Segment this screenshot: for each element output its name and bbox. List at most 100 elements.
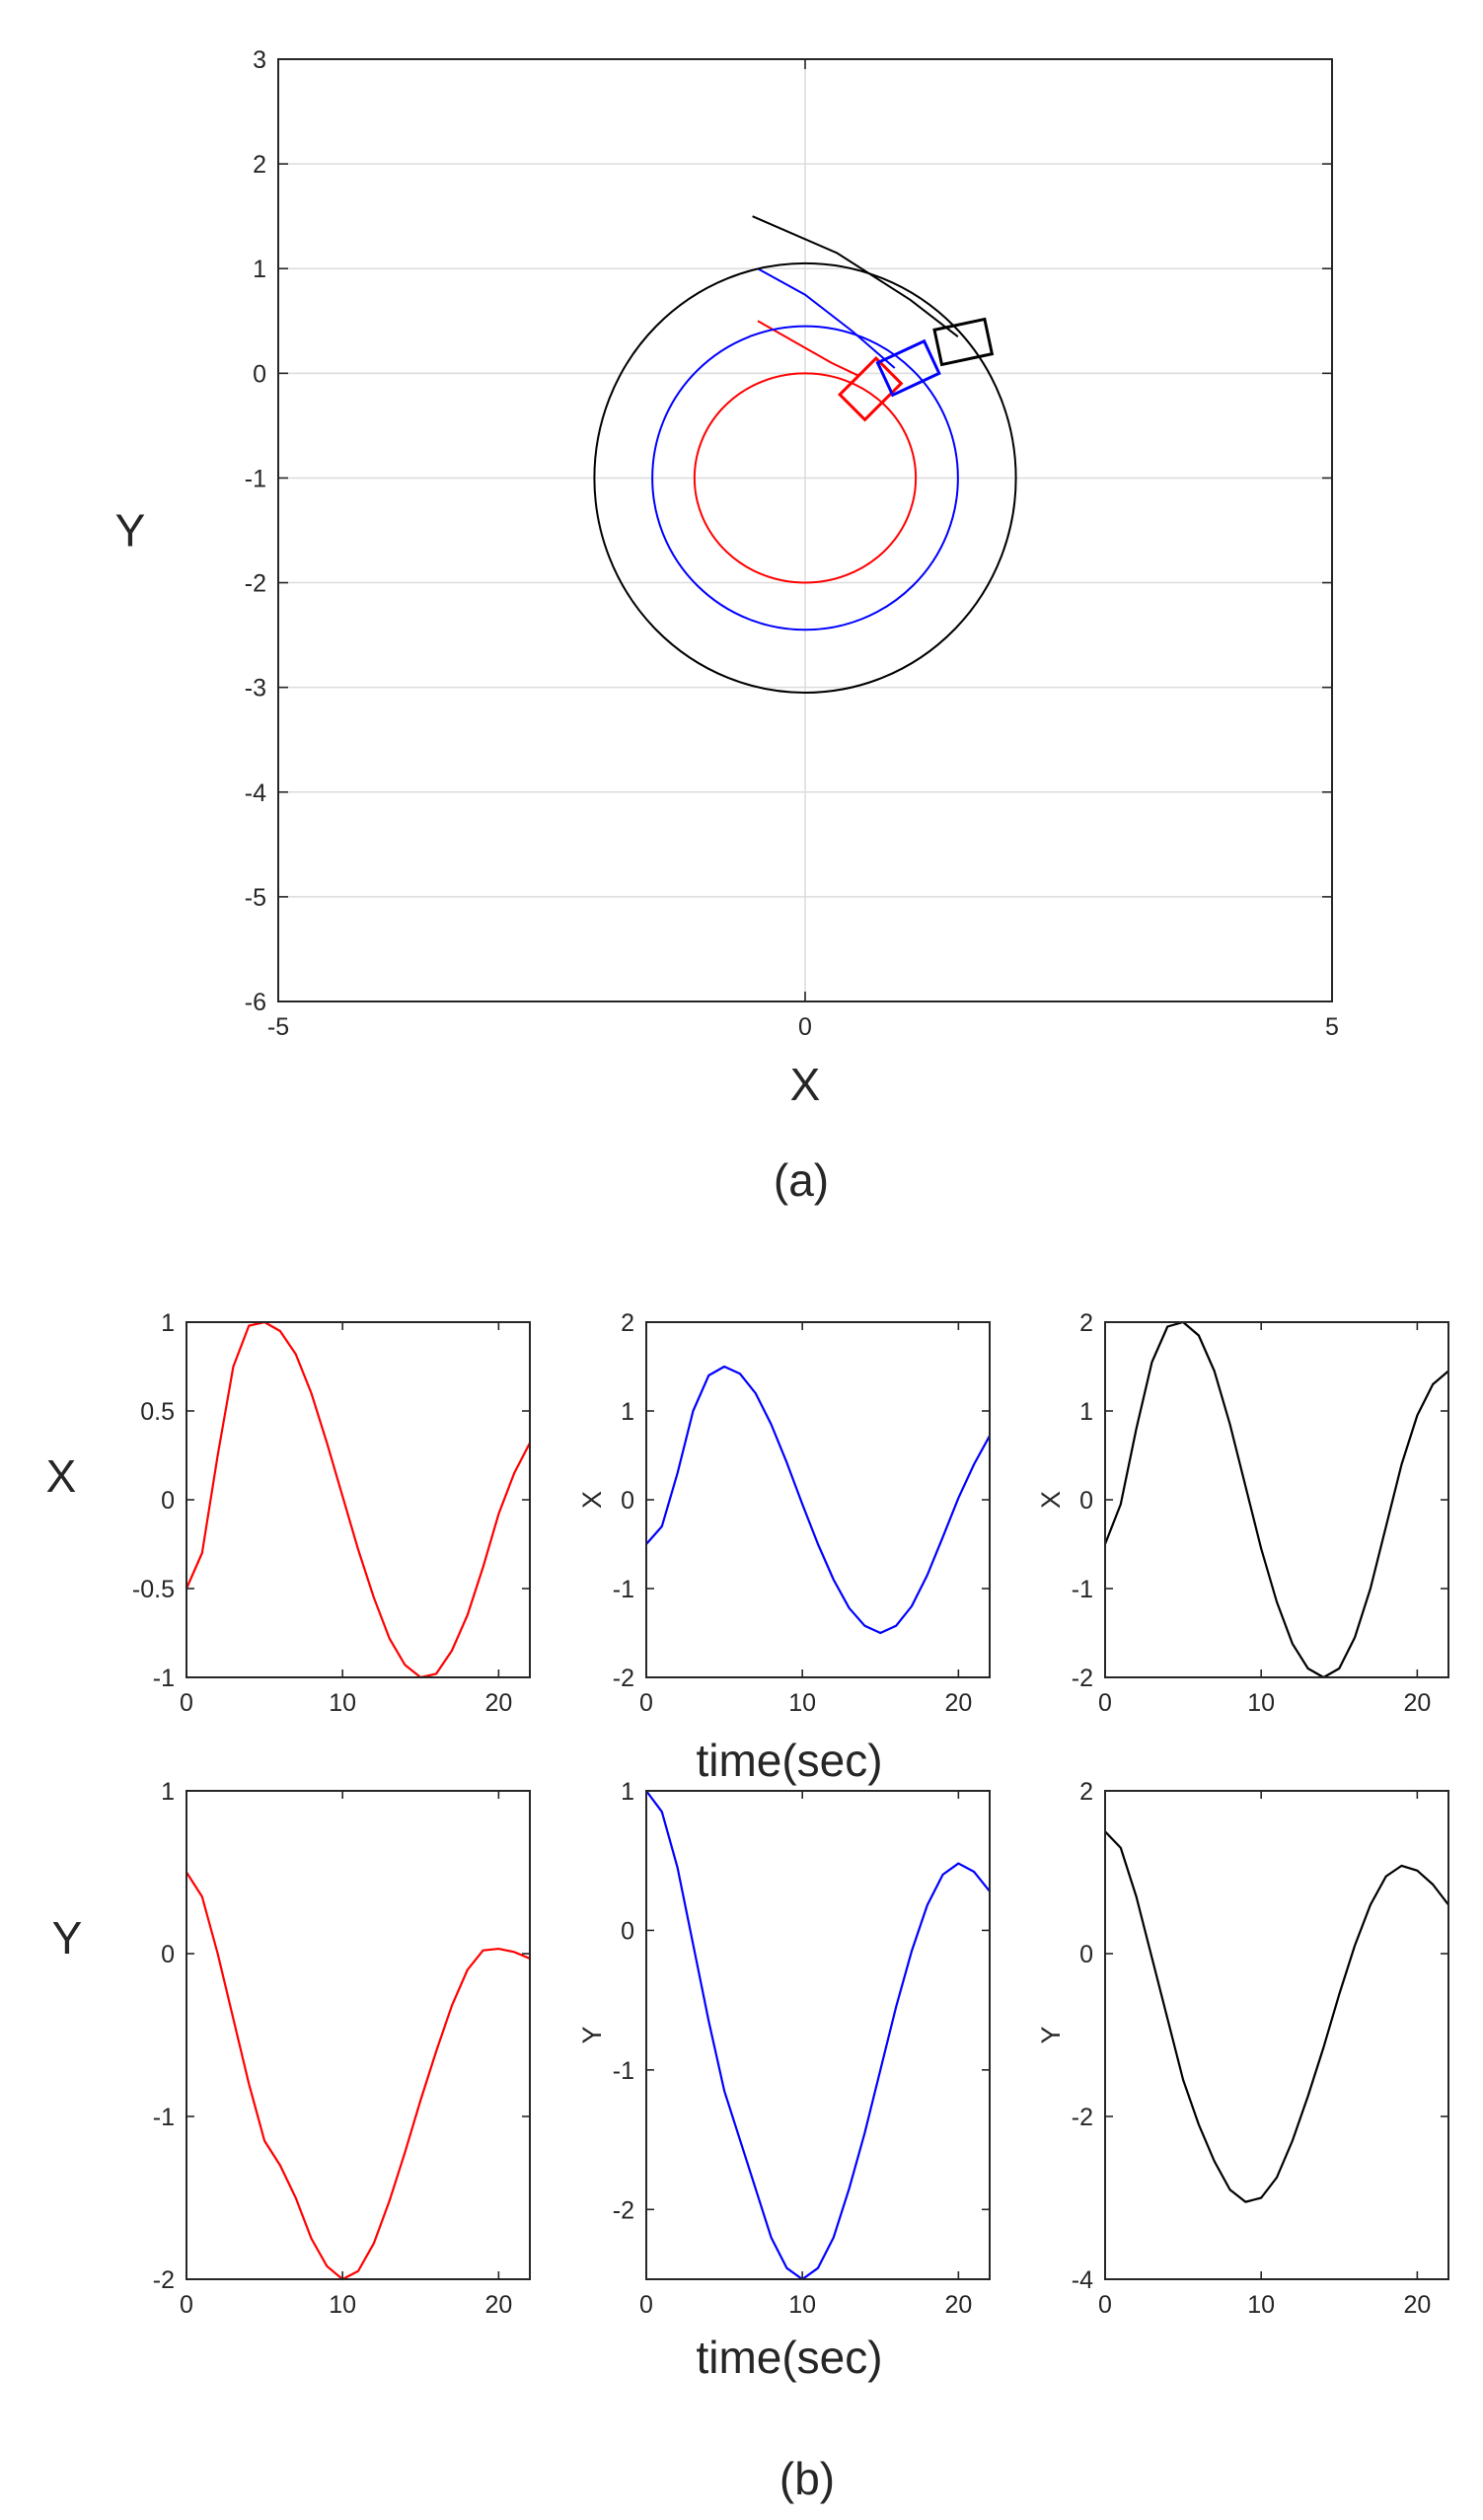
y-tick-label: -2 [613, 2196, 634, 2224]
x-tick-label: 20 [484, 1689, 512, 1717]
series-line-blue [645, 1365, 991, 1635]
x-tick-label: -5 [267, 1013, 289, 1041]
orbit-black [593, 261, 1017, 694]
row-label-y: Y [52, 1912, 83, 1964]
y-tick-label: -1 [613, 2057, 634, 2085]
y-tick-label: -1 [1072, 1576, 1093, 1603]
y-tick-label: 2 [1079, 1309, 1093, 1337]
x-tick-label: 20 [944, 2291, 972, 2319]
y-axis-label: X [577, 1491, 607, 1509]
caption-b: (b) [779, 2453, 835, 2504]
x-tick-label: 10 [1247, 1689, 1275, 1717]
y-tick-label: 2 [621, 1309, 634, 1337]
row-label-x: X [46, 1450, 77, 1502]
y-tick-label: 1 [161, 1778, 175, 1806]
caption-a: (a) [774, 1154, 829, 1206]
y-tick-label: -2 [153, 2266, 175, 2294]
y-tick-label: 0 [1079, 1941, 1093, 1968]
chart-y-blue: 0 10 20 -2 -1 0 1 Y [577, 1778, 991, 2319]
x-axis-label: X [790, 1059, 821, 1110]
approach-path-blue [757, 267, 896, 369]
y-tick-label: 1 [621, 1778, 634, 1806]
series-line-red [185, 1320, 531, 1679]
orbit-red [693, 372, 918, 584]
y-tick-label: -2 [613, 1665, 634, 1692]
y-axis-label: Y [577, 2026, 607, 2043]
y-tick-label: -4 [1072, 2266, 1093, 2294]
series-line-black [1103, 1320, 1449, 1679]
y-tick-label: 1 [161, 1309, 175, 1337]
orbit-blue [651, 325, 959, 631]
series-line-black [1104, 1830, 1449, 2203]
y-tick-label: 0.5 [140, 1398, 175, 1426]
y-tick-label: 2 [253, 151, 266, 179]
y-tick-label: 0 [253, 360, 266, 388]
x-tick-label: 10 [1247, 2291, 1275, 2319]
x-tick-label: 0 [639, 2291, 653, 2319]
y-tick-label: 3 [253, 46, 266, 74]
vehicle-red [837, 356, 904, 422]
time-label-top: time(sec) [696, 1735, 882, 1786]
y-tick-label: -1 [245, 465, 266, 492]
chart-x-black: 0 10 20 -2 -1 0 1 2 X [1036, 1309, 1449, 1717]
y-tick-label: -1 [613, 1576, 634, 1603]
x-tick-label: 10 [788, 2291, 816, 2319]
x-tick-label: 20 [944, 1689, 972, 1717]
axes-frame [1104, 1790, 1449, 2280]
series-line-red [185, 1871, 531, 2281]
approach-path-red [757, 320, 858, 377]
x-tick-label: 0 [180, 2291, 193, 2319]
series-line-blue [645, 1790, 991, 2281]
x-tick-label: 10 [329, 1689, 356, 1717]
y-axis-label: X [1036, 1491, 1066, 1509]
y-tick-label: 0 [1079, 1487, 1093, 1515]
y-tick-label: 1 [1079, 1398, 1093, 1426]
x-tick-label: 0 [1098, 1689, 1112, 1717]
y-tick-label: -5 [245, 884, 266, 912]
y-tick-label: 1 [621, 1398, 634, 1426]
y-tick-label: 0 [621, 1917, 634, 1945]
y-tick-label: 0 [161, 1941, 175, 1968]
y-tick-label: 0 [621, 1487, 634, 1515]
x-tick-label: 20 [1403, 2291, 1431, 2319]
x-tick-label: 0 [180, 1689, 193, 1717]
x-tick-label: 5 [1325, 1013, 1339, 1041]
y-tick-label: -1 [153, 1665, 175, 1692]
y-axis-label: Y [115, 505, 146, 556]
chart-y-black: 0 10 20 -4 -2 0 2 Y [1036, 1778, 1449, 2319]
y-tick-label: -2 [245, 570, 266, 598]
y-tick-label: -3 [245, 675, 266, 703]
x-tick-label: 10 [788, 1689, 816, 1717]
y-tick-label: -4 [245, 779, 266, 807]
y-axis-label: Y [1036, 2026, 1066, 2043]
x-tick-label: 20 [484, 2291, 512, 2319]
axes-frame [185, 1790, 531, 2280]
x-tick-label: 0 [639, 1689, 653, 1717]
axes-frame [1104, 1321, 1449, 1678]
axes-frame [185, 1321, 531, 1678]
y-tick-label: -1 [153, 2104, 175, 2131]
x-tick-label: 10 [329, 2291, 356, 2319]
axes-frame [645, 1321, 991, 1678]
vehicle-black [932, 317, 995, 367]
y-tick-label: -6 [245, 989, 266, 1016]
y-tick-label: -2 [1072, 2104, 1093, 2131]
y-tick-label: 2 [1079, 1778, 1093, 1806]
x-tick-label: 0 [1098, 2291, 1112, 2319]
chart-x-red: 0 10 20 -1 -0.5 0 0.5 1 [132, 1309, 531, 1717]
vehicle-blue [875, 338, 941, 398]
y-tick-label: -2 [1072, 1665, 1093, 1692]
axes-frame [645, 1790, 991, 2280]
approach-path-black [752, 215, 959, 337]
y-tick-label: -0.5 [132, 1576, 175, 1603]
y-tick-label: 0 [161, 1487, 175, 1515]
chart-y-red: 0 10 20 -2 -1 0 1 [153, 1778, 531, 2319]
time-label-bottom: time(sec) [696, 2332, 882, 2383]
chart-x-blue: 0 10 20 -2 -1 0 1 2 X [577, 1309, 991, 1717]
y-tick-label: 1 [253, 256, 266, 283]
x-tick-label: 0 [798, 1013, 812, 1041]
x-tick-label: 20 [1403, 1689, 1431, 1717]
